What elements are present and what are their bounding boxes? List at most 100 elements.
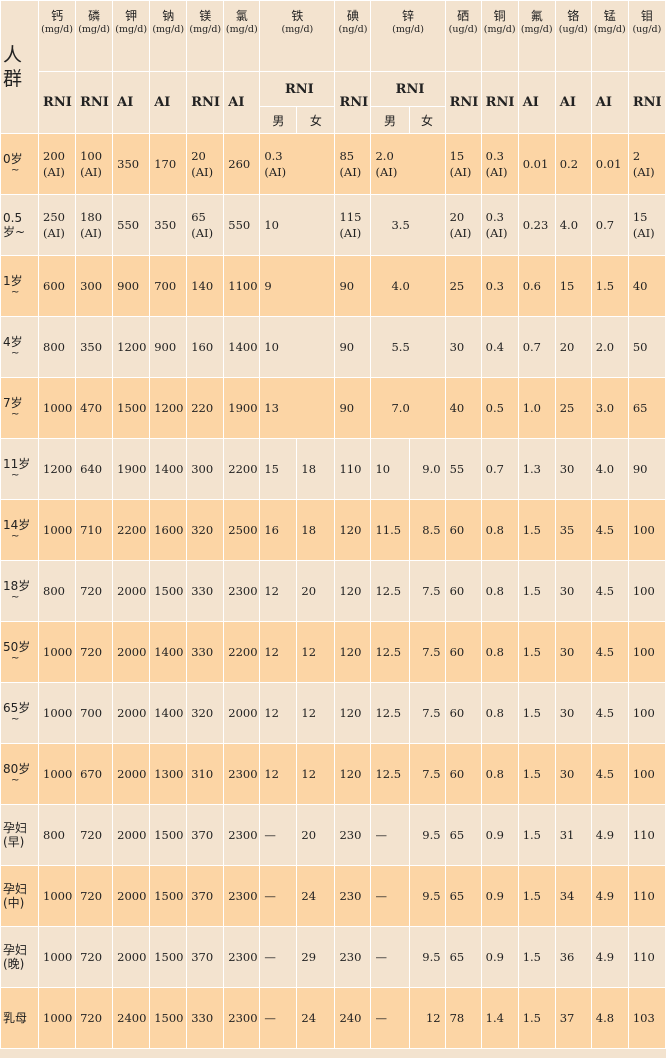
- cell-p: 720: [75, 926, 114, 988]
- cell-zn-female: 9.5: [408, 804, 446, 866]
- cell-se: 40: [444, 377, 482, 439]
- cell-na: 170: [149, 133, 188, 195]
- cell-zn-female: 7.5: [408, 743, 446, 805]
- cell-cu: 0.9: [480, 865, 519, 927]
- table-row: 11岁 ~1200 640 1900 1400 300 2200 15 18 110 10 9.0 55…: [0, 438, 666, 500]
- group-text: 0岁: [3, 152, 23, 166]
- group-text: 11岁: [3, 457, 31, 471]
- cell-mn: 0.01: [590, 133, 629, 195]
- cell-k: 2000: [112, 743, 151, 805]
- cell-se: 60: [444, 499, 482, 561]
- header-fe: 铁 (mg/d): [259, 0, 336, 72]
- cell-se: 60: [444, 682, 482, 744]
- cell-cu: 0.9: [480, 926, 519, 988]
- cell-zn: 5.5: [370, 316, 446, 378]
- cell-p: 300: [75, 255, 114, 317]
- cell-mo: 110: [627, 926, 666, 988]
- cell-mo: 90: [627, 438, 666, 500]
- cell-zn: 2.0 (AI): [370, 133, 446, 195]
- cell-na: 1500: [149, 560, 188, 622]
- cell-p: 670: [75, 743, 114, 805]
- cell-f: 0.01: [517, 133, 556, 195]
- cell-fe: 9: [259, 255, 336, 317]
- table-row: 0.5 岁~ 250 (AI) 180 (AI) 550 350 65 (AI) 550 10…: [0, 194, 666, 256]
- cell-se: 60: [444, 621, 482, 683]
- cell-zn-female: 7.5: [408, 560, 446, 622]
- cell-se: 25: [444, 255, 482, 317]
- header-cu: 铜 (mg/d): [480, 0, 519, 72]
- cell-zn-male: —: [370, 987, 410, 1049]
- cell-mg: 370: [186, 865, 225, 927]
- cell-ca: 800: [38, 316, 77, 378]
- cell-na: 700: [149, 255, 188, 317]
- header-ca: 钙 (mg/d): [38, 0, 77, 72]
- cell-k: 900: [112, 255, 151, 317]
- cell-mn: 4.9: [590, 926, 629, 988]
- cell-f: 1.5: [517, 804, 556, 866]
- header-mo: 钼 (ug/d): [627, 0, 666, 72]
- table-row: 孕妇 (早) 800 720 2000 1500 370 2300—20 230—9.5 65 0…: [0, 804, 666, 866]
- cell-mg: 320: [186, 682, 225, 744]
- cell-p: 720: [75, 865, 114, 927]
- header-zn: 锌 (mg/d): [370, 0, 446, 72]
- cell-mg: 65 (AI): [186, 194, 225, 256]
- cell-k: 550: [112, 194, 151, 256]
- cell-i: 120: [334, 743, 372, 805]
- cell-zn-male: 12.5: [370, 682, 410, 744]
- cell-na: 1500: [149, 926, 188, 988]
- cell-zn: 7.0: [370, 377, 446, 439]
- cell-i: 120: [334, 682, 372, 744]
- cell-mn: 4.5: [590, 743, 629, 805]
- cell-cl: 1900: [223, 377, 261, 439]
- group-text: 孕妇 (早): [3, 821, 28, 849]
- cell-na: 1300: [149, 743, 188, 805]
- cell-cu: 0.8: [480, 743, 519, 805]
- cell-cr: 31: [554, 804, 592, 866]
- cell-cr: 36: [554, 926, 592, 988]
- cell-zn-female: 9.5: [408, 865, 446, 927]
- type-k: AI: [112, 71, 151, 134]
- cell-fe-female: 20: [296, 560, 336, 622]
- cell-fe-female: 18: [296, 438, 336, 500]
- header-cl: 氯 (mg/d): [223, 0, 261, 72]
- cell-se: 60: [444, 743, 482, 805]
- cell-i: 90: [334, 377, 372, 439]
- table-row: 乳母 1000 720 2400 1500 330 2300—24 240—12 78 1.4 1.…: [0, 987, 666, 1049]
- cell-mg: 370: [186, 926, 225, 988]
- type-ca: RNI: [38, 71, 77, 134]
- cell-mn: 1.5: [590, 255, 629, 317]
- cell-mo: 100: [627, 621, 666, 683]
- cell-mn: 4.9: [590, 804, 629, 866]
- zn-male-header: 男: [370, 106, 410, 134]
- cell-p: 720: [75, 560, 114, 622]
- group-text: 孕妇 (中): [3, 882, 28, 910]
- table-row: 80岁 ~1000 670 2000 1300 310 2300 12 12 120 12.5 7.5…: [0, 743, 666, 805]
- cell-mo: 100: [627, 499, 666, 561]
- table-row: 1岁 ~600 300 900 700 140 1100 9 90 4.0 25 0.3 0.6 15 1.…: [0, 255, 666, 317]
- cell-zn-female: 12: [408, 987, 446, 1049]
- cell-cr: 30: [554, 743, 592, 805]
- cell-mn: 4.0: [590, 438, 629, 500]
- cell-mg: 140: [186, 255, 225, 317]
- cell-fe-male: 16: [259, 499, 298, 561]
- cell-p: 350: [75, 316, 114, 378]
- cell-cl: 2000: [223, 682, 261, 744]
- table-row: 14岁 ~1000 710 2200 1600 320 2500 16 18 120 11.5 8.5…: [0, 499, 666, 561]
- cell-k: 2000: [112, 682, 151, 744]
- cell-na: 1500: [149, 804, 188, 866]
- cell-cl: 1100: [223, 255, 261, 317]
- cell-ca: 1000: [38, 499, 77, 561]
- cell-mo: 103: [627, 987, 666, 1049]
- cell-zn-male: —: [370, 804, 410, 866]
- cell-cr: 35: [554, 499, 592, 561]
- cell-mg: 310: [186, 743, 225, 805]
- cell-cu: 0.4: [480, 316, 519, 378]
- cell-ca: 800: [38, 804, 77, 866]
- cell-mg: 160: [186, 316, 225, 378]
- cell-fe-male: 15: [259, 438, 298, 500]
- cell-na: 1200: [149, 377, 188, 439]
- type-cl: AI: [223, 71, 261, 134]
- type-mo: RNI: [627, 71, 666, 134]
- cell-cr: 15: [554, 255, 592, 317]
